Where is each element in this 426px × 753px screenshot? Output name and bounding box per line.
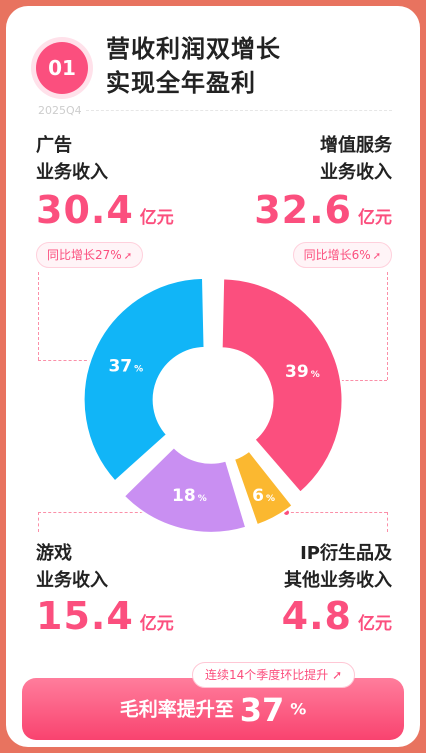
- streak-text: 连续14个季度环比提升: [205, 668, 329, 682]
- ip-label-line-1: IP衍生品及: [300, 543, 392, 564]
- donut-slice-ads: [82, 276, 206, 483]
- games-label-line-1: 游戏: [36, 543, 72, 564]
- vas-label-line-1: 增值服务: [320, 135, 392, 156]
- ip-leader-dot: [284, 510, 289, 515]
- ip-leader-line: [286, 512, 387, 513]
- ip-revenue-value: 4.8: [281, 594, 352, 638]
- vas-yoy-badge: 同比增长6% ➚: [292, 242, 392, 268]
- headline-line-2: 实现全年盈利: [106, 69, 256, 97]
- vas-leader-line-h: [336, 380, 387, 381]
- ads-revenue-unit: 亿元: [139, 208, 174, 228]
- ads-label-line-2: 业务收入: [36, 162, 108, 183]
- trend-up-icon: ➚: [372, 251, 381, 262]
- games-revenue-unit: 亿元: [139, 614, 174, 634]
- divider: [86, 110, 392, 111]
- vas-revenue: 32.6 亿元: [254, 188, 392, 232]
- games-revenue-value: 15.4: [36, 594, 134, 638]
- games-leader-line: [38, 512, 148, 513]
- gross-margin-prefix: 毛利率提升至: [119, 698, 234, 721]
- trend-up-icon: ➚: [332, 668, 343, 682]
- games-leader-line-v: [38, 512, 39, 532]
- games-label-line-2: 业务收入: [36, 570, 108, 591]
- ip-revenue: 4.8 亿元: [282, 594, 392, 638]
- section-number-badge: 01: [36, 42, 88, 94]
- gross-margin-percent: %: [290, 699, 307, 719]
- report-card: 01 营收利润双增长 实现全年盈利 2025Q4 广告 业务收入 30.4 亿元 …: [6, 6, 420, 747]
- vas-yoy-text: 同比增长6%: [303, 248, 371, 262]
- donut-slice-games: [122, 445, 248, 534]
- ads-leader-line-h: [38, 360, 92, 361]
- gross-margin-banner: 毛利率提升至 37%: [22, 678, 404, 740]
- trend-up-icon: ➚: [123, 251, 133, 262]
- ads-revenue-value: 30.4: [36, 188, 134, 232]
- vas-label-line-2: 业务收入: [320, 162, 392, 183]
- ads-yoy-text: 同比增长27%: [47, 248, 122, 262]
- ads-yoy-badge: 同比增长27% ➚: [36, 242, 144, 268]
- vas-revenue-value: 32.6: [254, 188, 352, 232]
- ads-revenue: 30.4 亿元: [36, 188, 174, 232]
- headline: 营收利润双增长 实现全年盈利: [106, 32, 281, 100]
- games-label: 游戏 业务收入: [36, 540, 108, 594]
- donut-slice-ip: [232, 449, 294, 527]
- donut-slice-vas: [220, 277, 344, 494]
- ads-label-line-1: 广告: [36, 135, 72, 156]
- headline-line-1: 营收利润双增长: [106, 35, 281, 63]
- vas-leader-line: [387, 272, 388, 380]
- ip-leader-line-v: [387, 512, 388, 532]
- revenue-share-donut-chart: 39 %6 %18 %37%: [82, 276, 344, 534]
- vas-revenue-unit: 亿元: [358, 208, 392, 228]
- games-revenue: 15.4 亿元: [36, 594, 174, 638]
- vas-label: 增值服务 业务收入: [320, 132, 392, 186]
- gross-margin-value: 37: [239, 690, 285, 729]
- ads-leader-line: [38, 272, 39, 360]
- ip-label-line-2: 其他业务收入: [284, 570, 392, 591]
- ip-revenue-unit: 亿元: [358, 614, 392, 634]
- ads-label: 广告 业务收入: [36, 132, 108, 186]
- period-label: 2025Q4: [38, 104, 82, 117]
- streak-badge: 连续14个季度环比提升 ➚: [192, 662, 356, 688]
- ip-label: IP衍生品及 其他业务收入: [284, 540, 392, 594]
